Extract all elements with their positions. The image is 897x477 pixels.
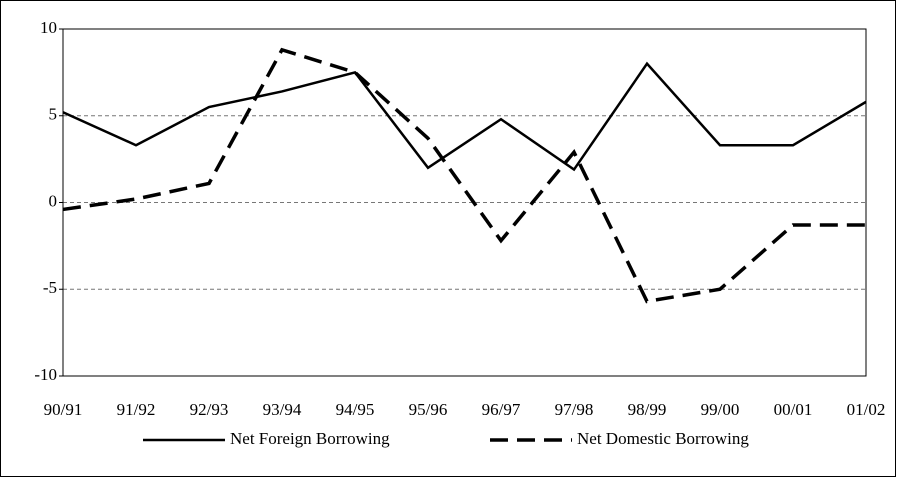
x-tick-label: 92/93 xyxy=(190,400,229,419)
x-tick-label: 98/99 xyxy=(628,400,667,419)
x-tick-label: 96/97 xyxy=(482,400,521,419)
y-tick-label: 10 xyxy=(40,18,57,37)
y-tick-label: 5 xyxy=(49,105,58,124)
series-line xyxy=(62,61,867,172)
x-tick-label: 91/92 xyxy=(117,400,156,419)
x-tick-label: 01/02 xyxy=(847,400,886,419)
x-tick-label: 93/94 xyxy=(263,400,302,419)
plot-area xyxy=(62,28,867,377)
x-tick-label: 97/98 xyxy=(555,400,594,419)
x-tick-label: 95/96 xyxy=(409,400,448,419)
y-tick-label: 0 xyxy=(49,191,58,210)
x-tick-label: 99/00 xyxy=(701,400,740,419)
legend-label: Net Foreign Borrowing xyxy=(230,429,390,448)
x-tick-label: 00/01 xyxy=(774,400,813,419)
series-line xyxy=(62,47,866,304)
y-tick-label: -5 xyxy=(43,278,57,297)
legend-label: Net Domestic Borrowing xyxy=(577,429,749,448)
x-tick-label: 94/95 xyxy=(336,400,375,419)
x-tick-label: 90/91 xyxy=(44,400,83,419)
y-tick-label: -10 xyxy=(34,365,57,384)
